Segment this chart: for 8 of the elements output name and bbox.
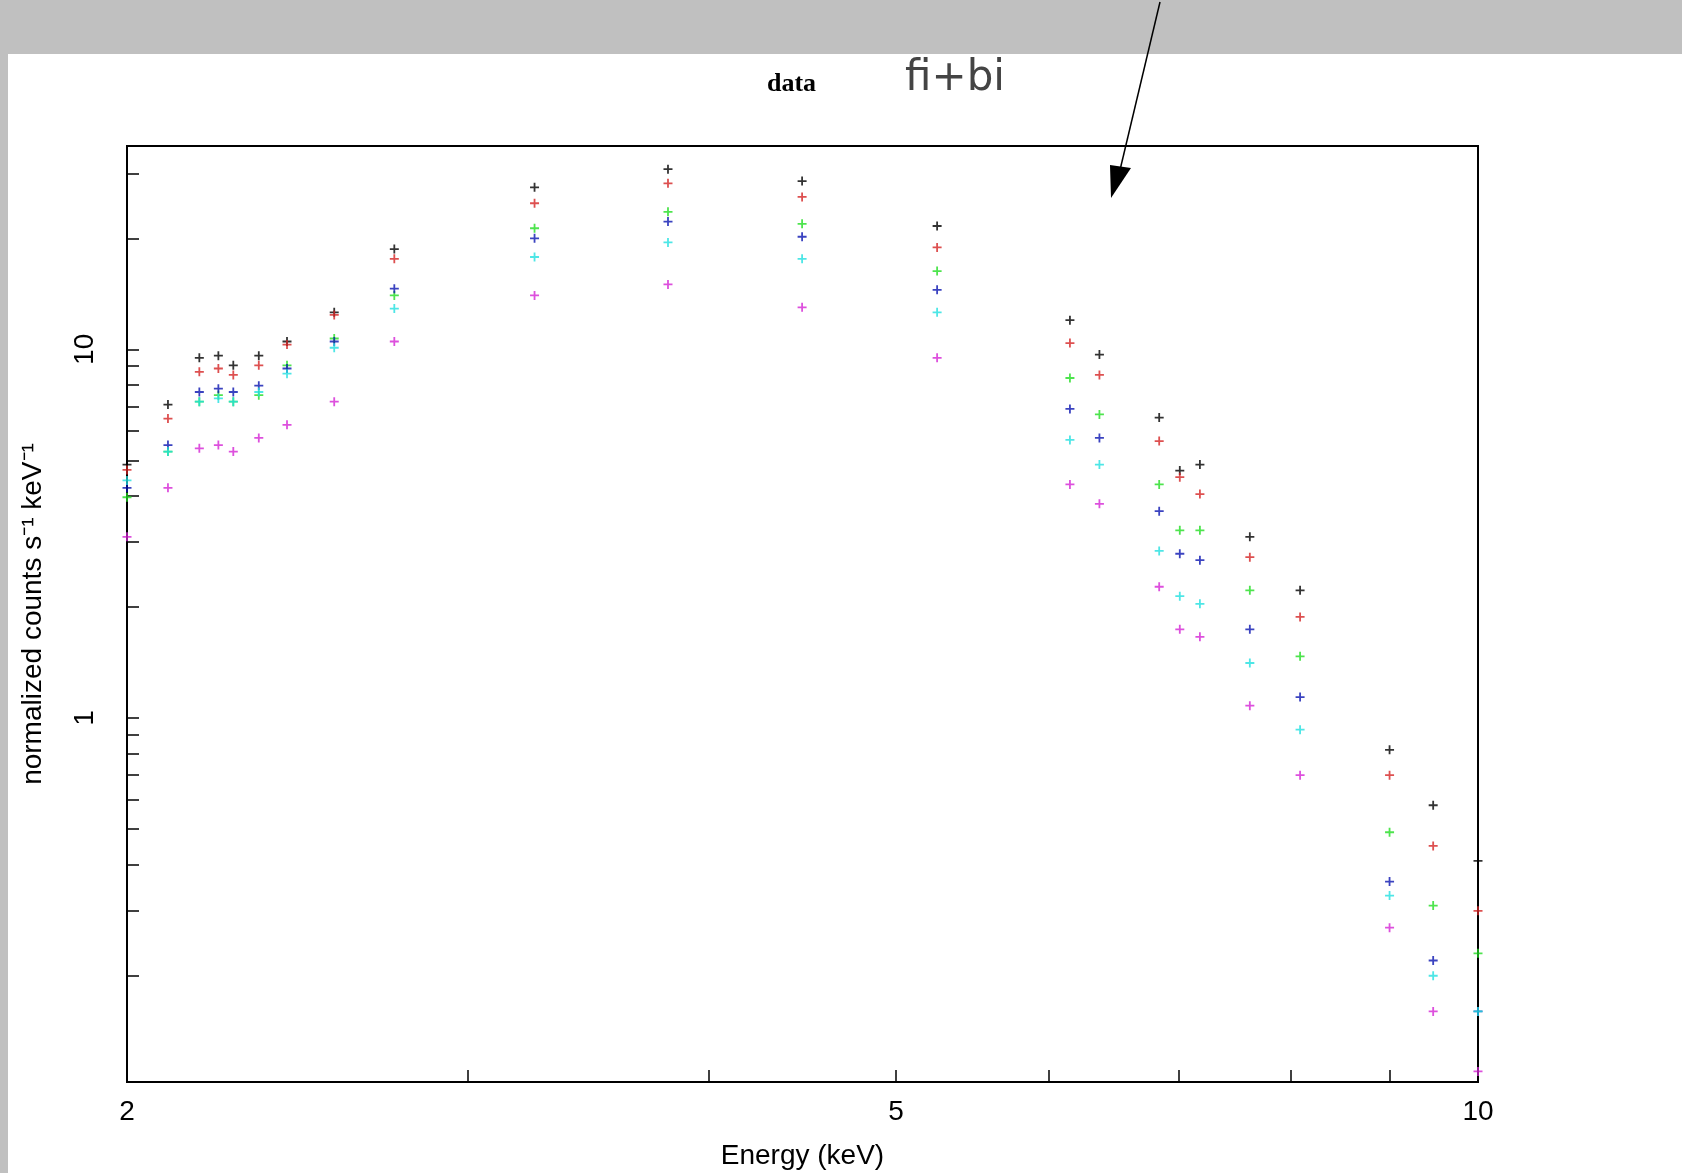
x-tick-label: 10 bbox=[1462, 1094, 1494, 1126]
chart-title: data bbox=[767, 67, 817, 97]
y-axis-title: normalized counts s⁻¹ keV⁻¹ bbox=[15, 443, 47, 785]
y-tick-label: 1 bbox=[67, 710, 99, 726]
text: fi+bi bbox=[905, 50, 1005, 100]
x-axis-title: Energy (keV) bbox=[720, 1138, 885, 1170]
x-tick-label: 2 bbox=[119, 1094, 135, 1126]
x-tick-label: 5 bbox=[888, 1094, 904, 1126]
